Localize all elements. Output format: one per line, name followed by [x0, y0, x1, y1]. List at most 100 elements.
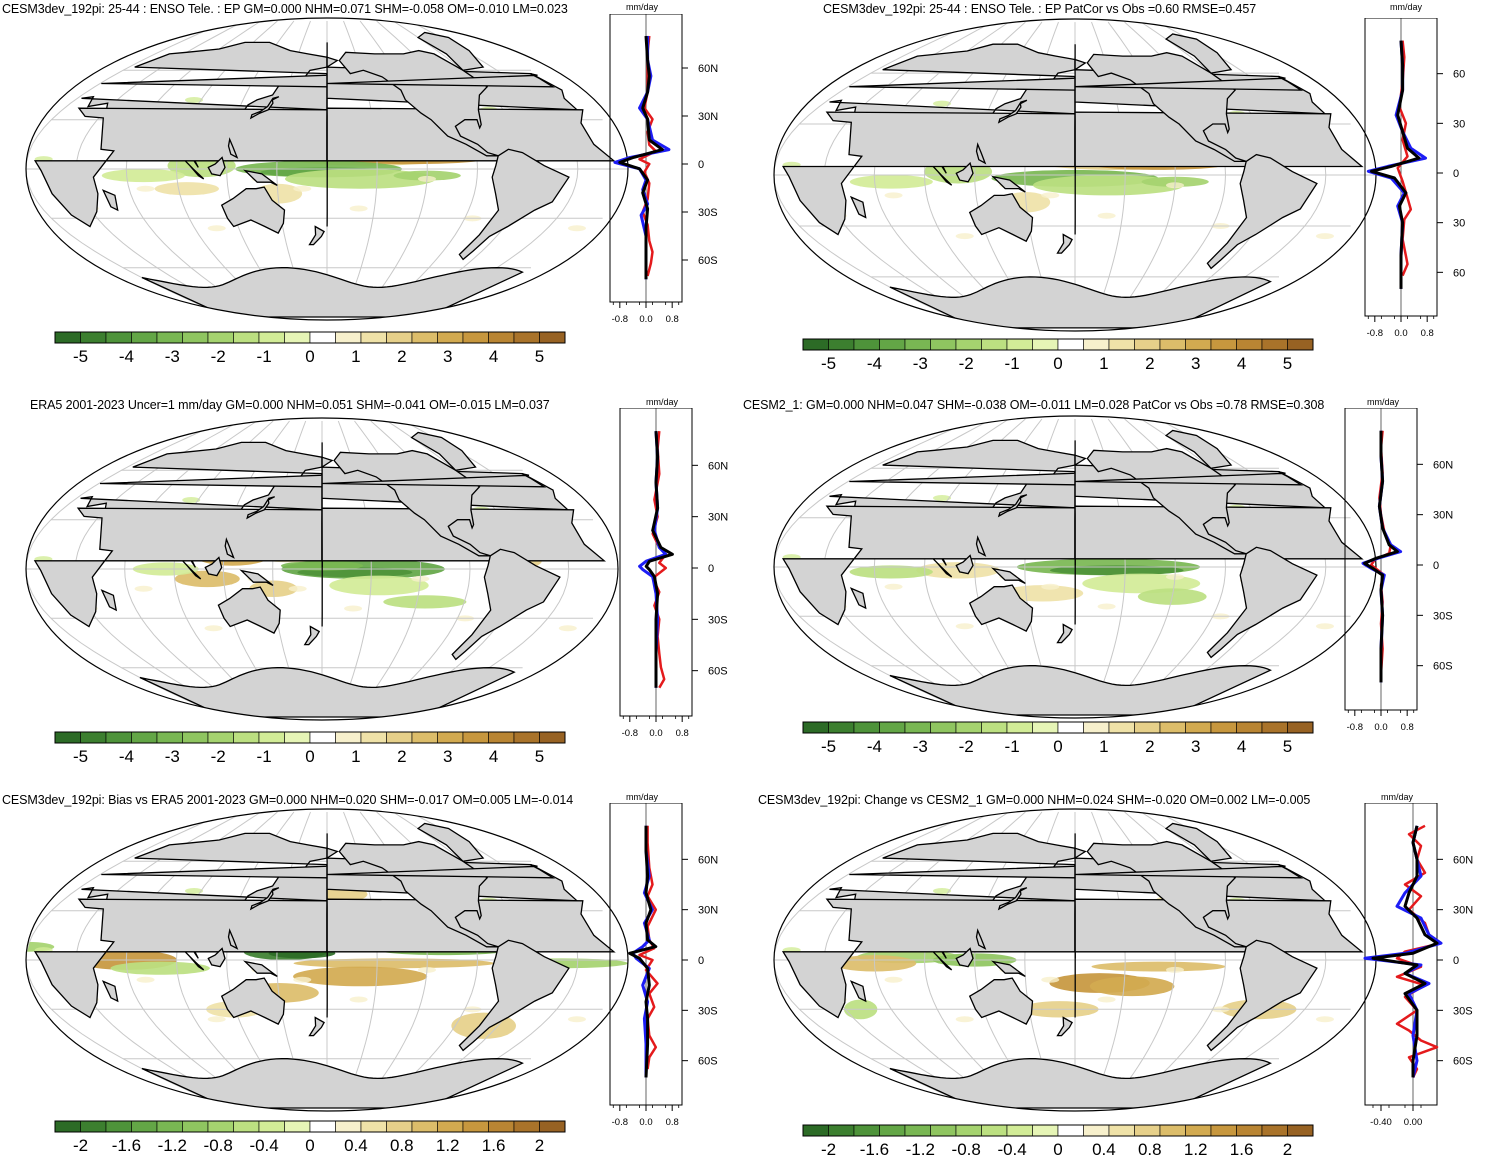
- world-map: [773, 415, 1377, 719]
- landmass-philippines: [975, 142, 987, 165]
- colorbar-swatch: [411, 331, 438, 344]
- landmass-sumatra: [932, 558, 953, 578]
- landmass-philippines: [975, 928, 987, 950]
- precip-anomaly-speck: [136, 976, 155, 983]
- colorbar-swatch: [131, 731, 158, 744]
- landmass-newguinea: [243, 960, 278, 977]
- landmass-newguinea: [991, 567, 1026, 584]
- colorbar-swatch: [488, 331, 515, 344]
- colorbar-swatch: [828, 721, 855, 734]
- precip-anomaly-region: [849, 175, 933, 189]
- landmass-greenland: [1164, 822, 1233, 862]
- map-content: [774, 19, 1376, 331]
- colorbar-label: -2: [73, 1136, 88, 1155]
- precip-anomaly-speck: [567, 1016, 586, 1023]
- colorbar-swatch: [488, 1120, 515, 1133]
- colorbar-swatch: [1236, 721, 1263, 734]
- landmass-africa: [781, 898, 1076, 1019]
- colorbar-swatch: [1108, 1124, 1135, 1137]
- world-map: [25, 17, 629, 321]
- landmass-nz: [303, 625, 321, 646]
- profile-x-tick-label: -0.8: [1367, 328, 1383, 339]
- landmass-namerica: [1086, 840, 1247, 948]
- precip-anomaly-speck: [567, 225, 586, 232]
- colorbar-swatch: [233, 331, 260, 344]
- landmass-australia: [968, 584, 1034, 632]
- colorbar-swatch: [853, 338, 880, 351]
- zonal-mean-profile: -0.40 0.00 60N 30N 0 30S 60S: [1363, 803, 1473, 1128]
- colorbar-label: 3: [443, 747, 452, 766]
- colorbar-swatch: [1134, 338, 1161, 351]
- profile-unit: mm/day: [646, 397, 679, 407]
- precip-anomaly-speck: [344, 605, 363, 612]
- colorbar-frame: [54, 731, 566, 744]
- colorbar-swatch: [1159, 721, 1186, 734]
- colorbar-swatch: [386, 331, 413, 344]
- landmass-australia: [968, 192, 1034, 243]
- landmass-borneo: [207, 947, 226, 968]
- landmass-africa: [33, 898, 328, 1019]
- landmass-australia: [220, 977, 286, 1025]
- panel-title: ERA5 2001-2023 Uncer=1 mm/day GM=0.000 N…: [30, 398, 550, 412]
- landmass-africa: [1074, 505, 1364, 625]
- colorbar-swatch: [182, 331, 209, 344]
- colorbar-label: -1.2: [158, 1136, 187, 1155]
- colorbar-swatch: [258, 731, 285, 744]
- profile-y-tick-label: 30S: [708, 614, 728, 626]
- profile-x-tick-label: 0.8: [666, 314, 679, 325]
- colorbar-label: -1.6: [112, 1136, 141, 1155]
- colorbar-swatch: [981, 338, 1008, 351]
- colorbar-label: 5: [535, 347, 544, 366]
- profile-y-tick-label: 60S: [698, 1056, 718, 1068]
- precip-anomaly-speck: [884, 583, 903, 590]
- profile-y-tick-label: 30S: [698, 1005, 718, 1017]
- colorbar-swatch: [105, 731, 132, 744]
- profile-y-tick-label: 30N: [708, 512, 728, 524]
- colorbar-label: 1.2: [436, 1136, 460, 1155]
- precip-anomaly-speck: [1097, 996, 1116, 1003]
- profile-x-tick-label: 0.0: [639, 1117, 652, 1128]
- colorbar-label: -2: [959, 354, 974, 373]
- landmass-africa: [781, 111, 1076, 236]
- longitude-gridline: [26, 20, 228, 318]
- colorbar-label: 2: [1145, 737, 1154, 756]
- world-map: [773, 808, 1377, 1112]
- colorbar-label: 0: [1053, 737, 1062, 756]
- landmass-uk: [99, 473, 323, 488]
- profile-line-red: [1396, 40, 1413, 277]
- map-content: [26, 809, 628, 1111]
- colorbar-label: -2: [821, 1140, 836, 1159]
- world-map: [773, 18, 1377, 332]
- longitude-gridline: [26, 420, 225, 718]
- colorbar-swatch: [904, 721, 931, 734]
- colorbar-swatch: [879, 1124, 906, 1137]
- profile-line-black: [1370, 40, 1421, 289]
- landmass-namerica: [1086, 447, 1247, 555]
- landmass-madagascar: [849, 587, 867, 610]
- colorbar-label: 0.8: [390, 1136, 414, 1155]
- profile-x-tick-label: 0.0: [649, 728, 662, 739]
- profile-x-tick-label: -0.8: [612, 1117, 628, 1128]
- colorbar-frame: [802, 1124, 1314, 1137]
- colorbar-swatch: [207, 1120, 234, 1133]
- zonal-mean-profile: -0.8 0.0 0.8 60N 30N 0 30S 60S: [609, 14, 718, 325]
- colorbar-swatch: [360, 731, 387, 744]
- landmass-newguinea: [243, 169, 278, 186]
- zonal-mean-profile: -0.8 0.0 0.8 60N 30N 0 30S 60S: [1344, 408, 1453, 733]
- precip-anomaly-speck: [136, 185, 155, 192]
- colorbar-swatch: [1159, 1124, 1186, 1137]
- precip-anomaly-speck: [293, 185, 312, 192]
- colorbar-swatch: [258, 1120, 285, 1133]
- profile-y-tick-label: 60N: [1453, 854, 1473, 866]
- landmass-sumatra: [182, 560, 202, 580]
- profile-y-tick-label: 0: [1453, 168, 1459, 180]
- profile-line-red: [651, 430, 668, 689]
- colorbar-label: 0: [1053, 1140, 1062, 1159]
- longitude-gridline: [124, 420, 258, 718]
- landmass-madagascar: [849, 195, 867, 219]
- longitude-gridline: [873, 418, 1010, 716]
- colorbar-swatch: [955, 338, 982, 351]
- panel-title: CESM3dev_192pi: Change vs CESM2_1 GM=0.0…: [758, 793, 1311, 807]
- panel-era5: ERA5 2001-2023 Uncer=1 mm/day GM=0.000 N…: [0, 390, 745, 775]
- colorbar-swatch: [1210, 338, 1237, 351]
